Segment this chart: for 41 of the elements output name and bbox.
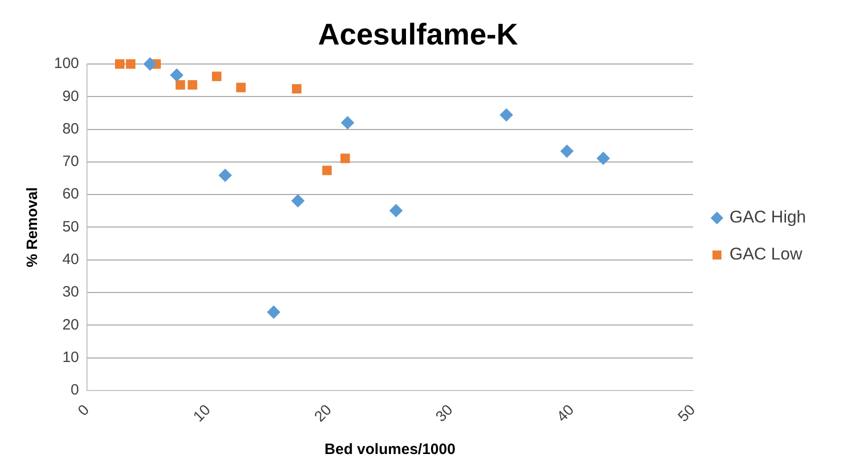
point — [236, 82, 246, 92]
point — [188, 80, 198, 90]
y-axis-title: % Removal — [24, 187, 42, 268]
x-tick-label: 0 — [74, 402, 93, 420]
y-tick-label: 10 — [62, 348, 80, 366]
point — [560, 144, 574, 158]
x-tick-label: 20 — [311, 402, 336, 426]
point — [340, 154, 350, 164]
x-tick-label: 30 — [432, 402, 456, 426]
y-tick-label: 0 — [70, 382, 80, 399]
point — [322, 166, 332, 176]
point — [500, 108, 513, 122]
x-axis-title: Bed volumes/1000 — [324, 441, 456, 458]
x-tick-label: 40 — [554, 402, 578, 426]
point — [170, 68, 184, 82]
x-tick-label: 10 — [190, 402, 214, 426]
point — [218, 168, 232, 182]
point — [212, 72, 222, 82]
y-tick-label: 70 — [62, 153, 80, 170]
point — [176, 80, 186, 90]
chart-title: Acesulfame-K — [318, 18, 518, 52]
y-tick-label: 60 — [62, 186, 80, 203]
x-tick-label: 50 — [674, 402, 699, 426]
y-tick-label: 50 — [62, 218, 80, 236]
y-tick-label: 80 — [62, 120, 80, 138]
point — [390, 204, 403, 218]
point — [115, 59, 124, 69]
y-tick-label: 20 — [62, 316, 80, 334]
point — [341, 116, 354, 130]
legend-label: GAC Low — [729, 244, 803, 264]
point — [144, 58, 157, 70]
point — [126, 59, 136, 69]
y-tick-label: 40 — [62, 251, 80, 268]
legend-label: GAC High — [729, 208, 806, 227]
point — [292, 84, 302, 94]
point — [596, 152, 610, 165]
y-tick-label: 100 — [54, 55, 80, 72]
point — [291, 194, 304, 208]
point — [267, 306, 280, 319]
y-tick-label: 90 — [62, 88, 80, 105]
y-tick-label: 30 — [62, 284, 80, 301]
